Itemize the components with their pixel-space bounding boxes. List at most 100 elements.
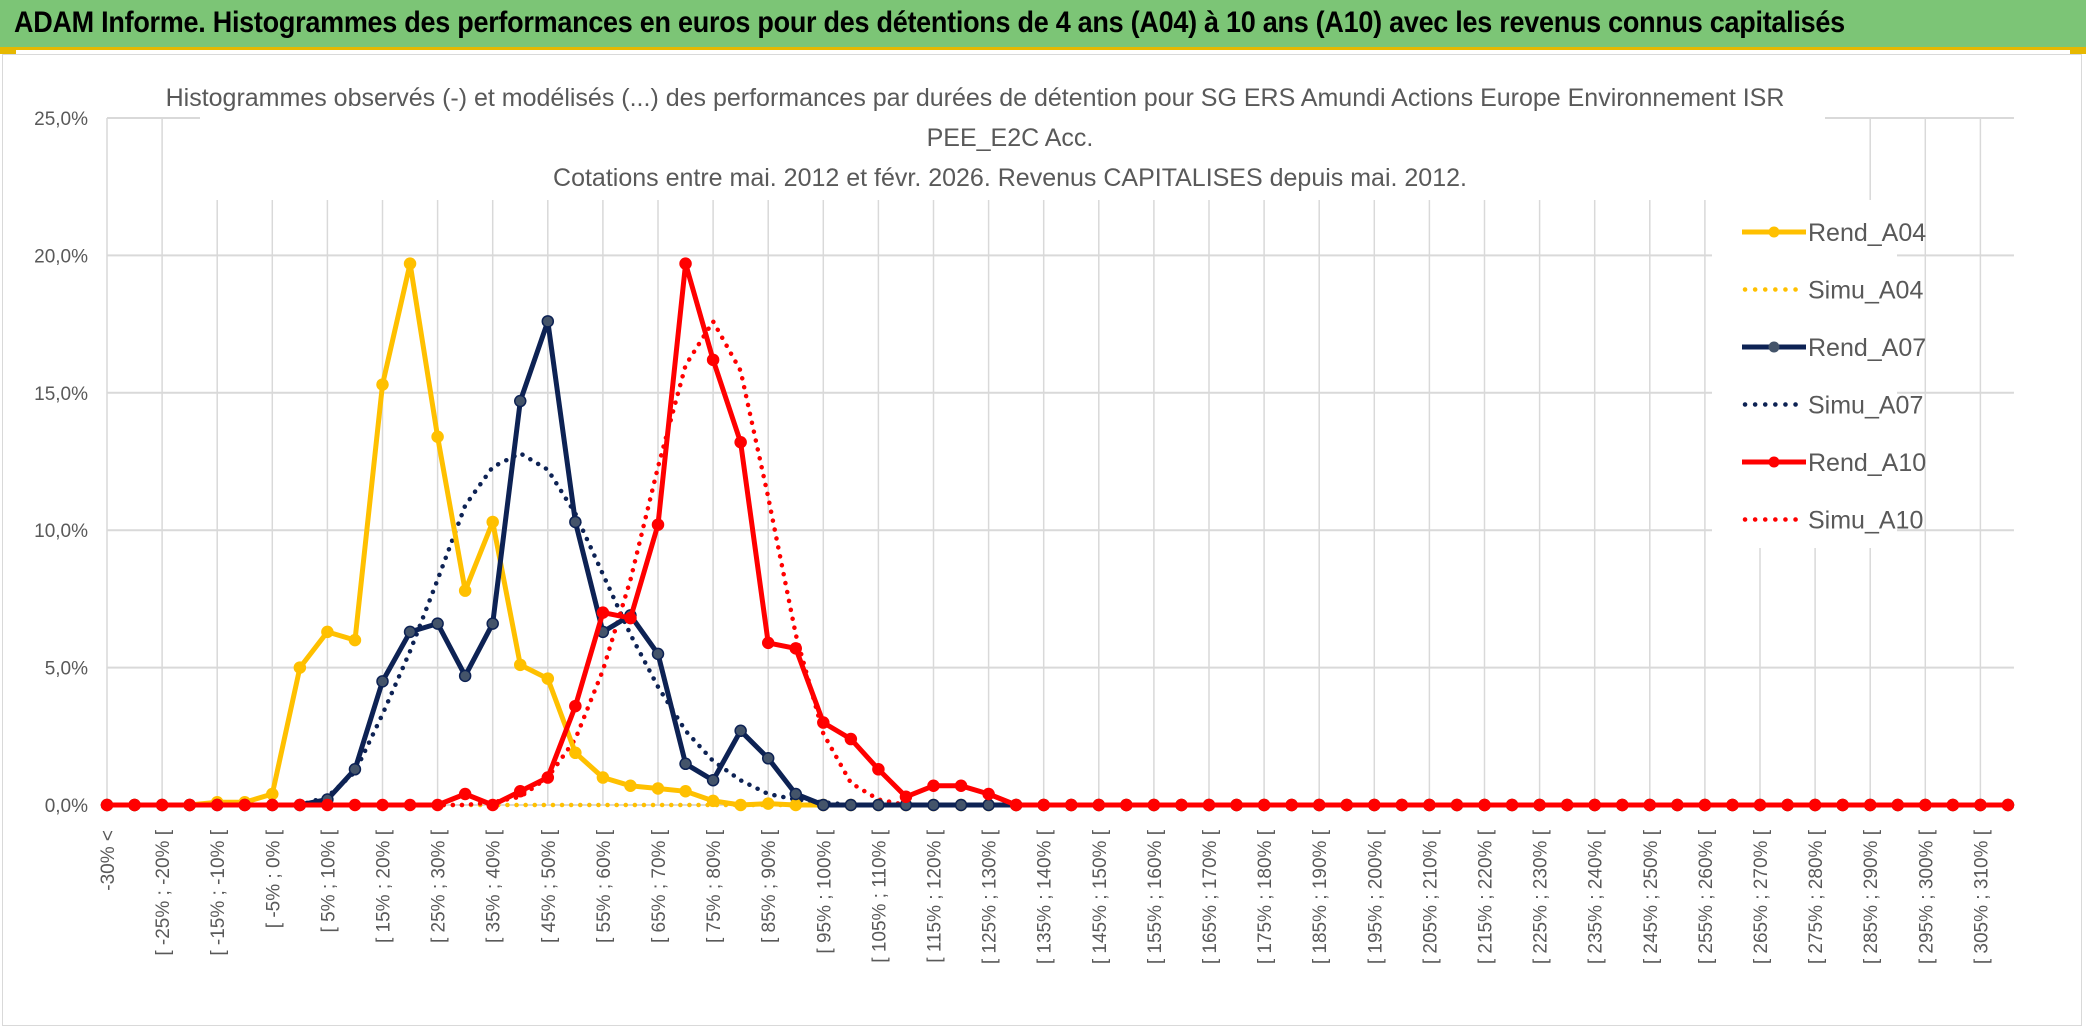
legend-label-rend-a10: Rend_A10 bbox=[1808, 449, 1926, 477]
banner-accent-right bbox=[2070, 50, 2086, 54]
point-rend-a10 bbox=[1836, 798, 1849, 812]
x-axis-ticks: -30% < [ -25% ; -20% [[ -15% ; -10% [[ -5… bbox=[98, 829, 1992, 964]
point-rend-a07 bbox=[817, 798, 830, 812]
point-rend-a10 bbox=[1891, 798, 1904, 812]
point-rend-a04 bbox=[376, 378, 389, 391]
point-rend-a04 bbox=[486, 515, 499, 529]
point-rend-a04 bbox=[321, 625, 334, 639]
point-rend-a04 bbox=[458, 584, 472, 597]
legend: Rend_A04 Simu_A04 Rend_A07 Simu_A07 Rend_A10… bbox=[1742, 219, 1926, 535]
point-rend-a10 bbox=[1616, 798, 1629, 812]
point-rend-a10 bbox=[514, 785, 527, 798]
point-rend-a10 bbox=[1312, 798, 1326, 812]
point-rend-a07 bbox=[431, 617, 444, 630]
x-tick-label: [ 25% ; 30% [ bbox=[429, 829, 450, 943]
x-tick-label: [ 15% ; 20% [ bbox=[374, 829, 395, 943]
point-rend-a10 bbox=[541, 771, 555, 784]
x-tick-label: [ 105% ; 110% [ bbox=[869, 829, 890, 962]
point-rend-a04 bbox=[761, 797, 775, 810]
x-tick-label: [ 35% ; 40% [ bbox=[484, 829, 505, 943]
point-rend-a10 bbox=[761, 636, 775, 650]
point-rend-a07 bbox=[348, 763, 362, 776]
x-tick-label: [ 295% ; 300% [ bbox=[1916, 829, 1937, 964]
x-tick-label: [ 145% ; 150% [ bbox=[1090, 829, 1111, 964]
y-tick-label: 5,0% bbox=[45, 659, 88, 680]
report-title: ADAM Informe. Histogrammes des performan… bbox=[14, 6, 1845, 39]
chart-frame bbox=[2, 54, 2082, 1026]
point-rend-a10 bbox=[1285, 798, 1298, 812]
point-rend-a07 bbox=[514, 394, 527, 408]
point-rend-a10 bbox=[1505, 798, 1519, 812]
point-rend-a10 bbox=[899, 790, 913, 804]
y-tick-label: 25,0% bbox=[34, 109, 88, 130]
point-rend-a07 bbox=[458, 669, 472, 683]
point-rend-a10 bbox=[624, 611, 637, 625]
point-rend-a10 bbox=[1974, 798, 1987, 812]
y-tick-label: 20,0% bbox=[34, 246, 88, 267]
point-rend-a10 bbox=[1753, 798, 1767, 812]
point-rend-a10 bbox=[1946, 798, 1960, 812]
point-rend-a10 bbox=[982, 787, 995, 801]
point-rend-a04 bbox=[651, 782, 665, 795]
point-rend-a07 bbox=[541, 315, 555, 328]
point-rend-a10 bbox=[927, 779, 940, 793]
x-tick-label: [ 115% ; 120% [ bbox=[925, 829, 946, 962]
point-rend-a07 bbox=[651, 647, 665, 661]
point-rend-a10 bbox=[789, 642, 802, 655]
point-rend-a10 bbox=[734, 436, 747, 449]
x-tick-label: [ 45% ; 50% [ bbox=[539, 829, 560, 943]
legend-label-simu-a04: Simu_A04 bbox=[1808, 277, 1923, 305]
point-rend-a04 bbox=[293, 661, 307, 674]
x-tick-label: [ 225% ; 230% [ bbox=[1531, 829, 1552, 964]
point-rend-a10 bbox=[1175, 798, 1188, 812]
point-rend-a10 bbox=[1009, 798, 1023, 812]
point-rend-a04 bbox=[596, 771, 610, 784]
point-rend-a10 bbox=[1533, 798, 1546, 812]
point-rend-a10 bbox=[1588, 798, 1601, 812]
point-rend-a07 bbox=[927, 798, 940, 812]
legend-label-rend-a04: Rend_A04 bbox=[1808, 219, 1926, 247]
point-rend-a10 bbox=[1037, 798, 1050, 812]
point-rend-a04 bbox=[789, 798, 802, 812]
legend-marker-rend-a04 bbox=[1768, 226, 1780, 238]
point-rend-a07 bbox=[376, 675, 389, 688]
point-rend-a10 bbox=[596, 606, 610, 619]
x-tick-label: [ 135% ; 140% [ bbox=[1035, 829, 1056, 964]
x-tick-label: [ 85% ; 90% [ bbox=[759, 829, 780, 943]
x-tick-label: [ 165% ; 170% [ bbox=[1200, 829, 1221, 964]
point-rend-a10 bbox=[651, 518, 665, 531]
y-axis-ticks: 0,0% 5,0% 10,0% 15,0% 20,0% 25,0% bbox=[34, 109, 88, 817]
x-tick-label: [ -25% ; -20% [ bbox=[153, 829, 174, 955]
x-tick-label: [ 205% ; 210% [ bbox=[1420, 829, 1441, 964]
banner-accent-left bbox=[0, 50, 16, 54]
point-rend-a10 bbox=[1781, 798, 1794, 812]
point-rend-a07 bbox=[569, 515, 582, 529]
series-lines bbox=[100, 257, 2015, 812]
point-rend-a10 bbox=[321, 798, 334, 812]
point-rend-a07 bbox=[679, 757, 692, 771]
point-rend-a10 bbox=[238, 798, 251, 812]
x-tick-label: [ 265% ; 270% [ bbox=[1751, 829, 1772, 964]
point-rend-a10 bbox=[1340, 798, 1353, 812]
point-rend-a07 bbox=[734, 724, 747, 738]
point-rend-a04 bbox=[541, 672, 555, 685]
chart-title-line-2: PEE_E2C Acc. bbox=[927, 124, 1094, 152]
point-rend-a07 bbox=[761, 752, 775, 765]
report-banner: ADAM Informe. Histogrammes des performan… bbox=[0, 0, 2086, 50]
x-tick-label: [ 5% ; 10% [ bbox=[318, 829, 339, 932]
point-rend-a10 bbox=[706, 353, 720, 367]
point-rend-a10 bbox=[1808, 798, 1822, 812]
point-rend-a10 bbox=[954, 779, 968, 793]
x-tick-label: [ 235% ; 240% [ bbox=[1586, 829, 1607, 964]
point-rend-a10 bbox=[1257, 798, 1271, 812]
x-tick-label: [ 285% ; 290% [ bbox=[1861, 829, 1882, 964]
title-background bbox=[200, 78, 1897, 548]
y-tick-label: 0,0% bbox=[45, 796, 88, 817]
point-rend-a10 bbox=[431, 798, 444, 812]
point-rend-a10 bbox=[679, 257, 692, 270]
point-rend-a07 bbox=[486, 617, 499, 630]
x-tick-label: [ 245% ; 250% [ bbox=[1641, 829, 1662, 964]
legend-marker-rend-a07 bbox=[1768, 341, 1780, 353]
x-tick-label: [ 195% ; 200% [ bbox=[1365, 829, 1386, 964]
x-tick-label: [ 65% ; 70% [ bbox=[649, 829, 670, 943]
